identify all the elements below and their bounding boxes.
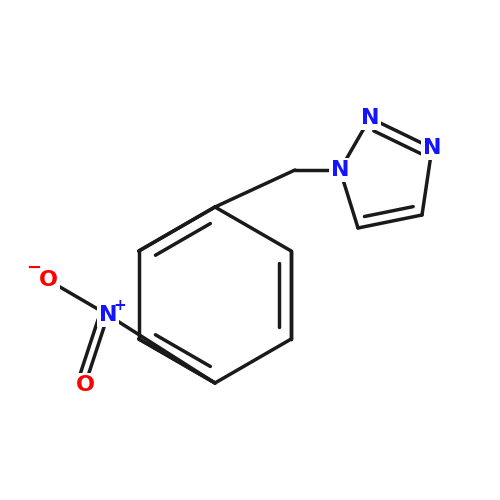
Text: −: −: [26, 259, 42, 277]
Text: O: O: [38, 270, 58, 290]
Text: O: O: [76, 375, 94, 395]
Text: N: N: [361, 108, 380, 128]
Text: N: N: [331, 160, 349, 180]
Text: +: +: [114, 298, 126, 312]
Text: N: N: [99, 305, 117, 325]
Text: N: N: [423, 138, 442, 158]
